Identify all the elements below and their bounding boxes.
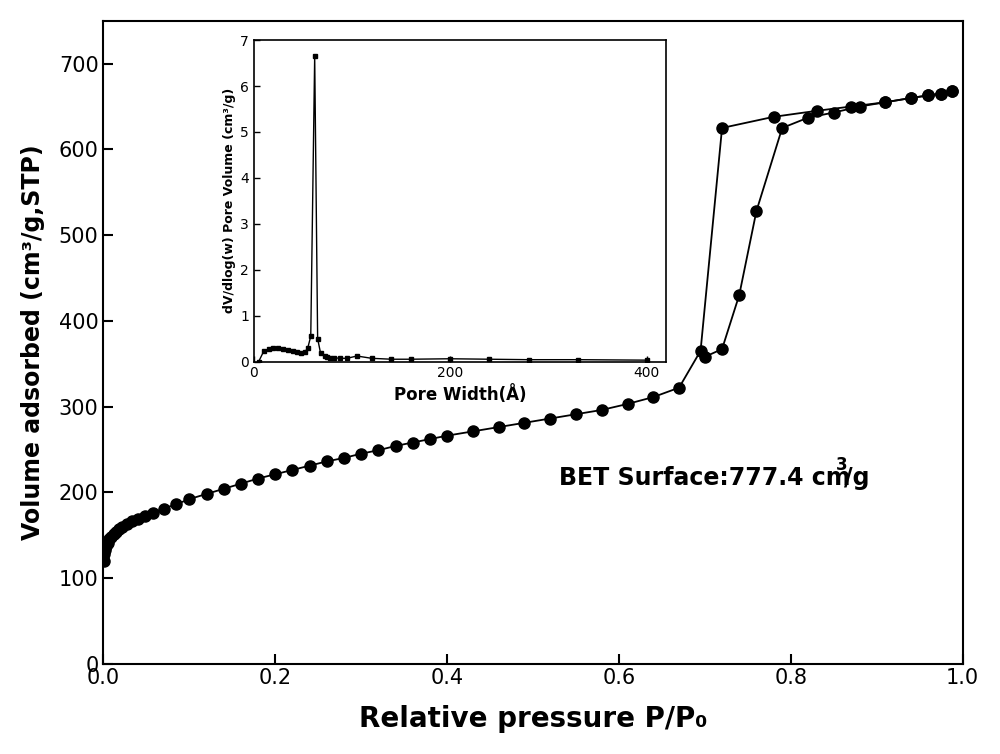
- Text: 3: 3: [836, 456, 848, 474]
- Text: BET Surface:777.4 cm: BET Surface:777.4 cm: [559, 466, 850, 490]
- Y-axis label: Volume adsorbed (cm³/g,STP): Volume adsorbed (cm³/g,STP): [21, 145, 45, 540]
- X-axis label: Relative pressure P/P₀: Relative pressure P/P₀: [359, 705, 707, 733]
- Text: /g: /g: [844, 466, 870, 490]
